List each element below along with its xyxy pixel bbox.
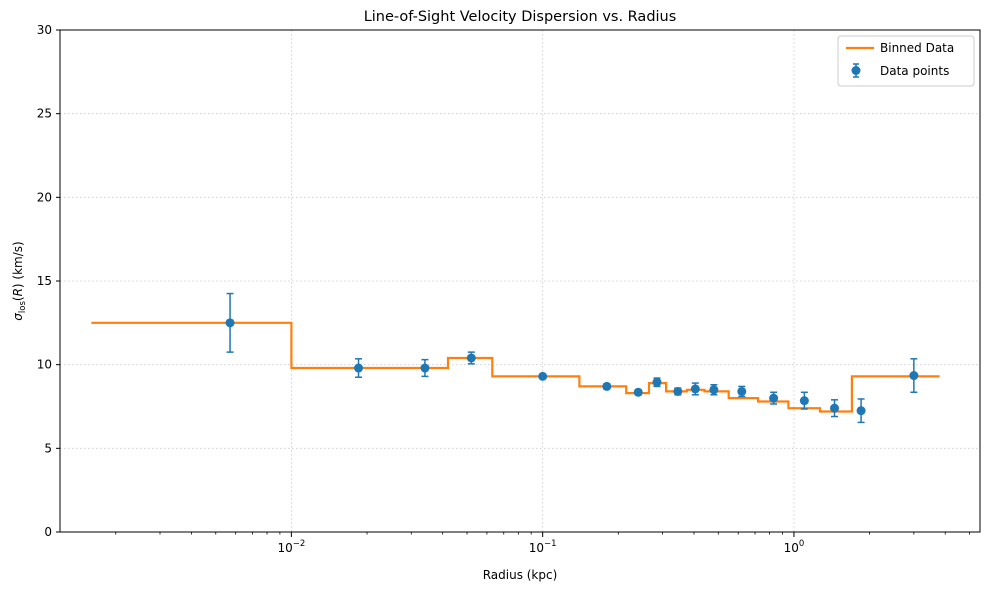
legend-label-binned-data: Binned Data (880, 41, 954, 55)
data-point-8 (673, 386, 683, 396)
data-point-5 (602, 381, 612, 391)
y-axis-label: σlos(R) (km/s) (11, 241, 28, 320)
legend-label-data-points: Data points (880, 64, 949, 78)
data-point-11 (737, 386, 747, 396)
data-point-16 (909, 371, 919, 381)
data-point-12 (769, 393, 779, 403)
y-tick-label-1: 5 (44, 441, 52, 455)
x-tick-label-2: 100 (784, 539, 805, 555)
y-tick-label-0: 0 (44, 525, 52, 539)
y-axis-label-rest: (R) (km/s) (11, 241, 25, 301)
x-tick-label-base-0: 10 (277, 541, 292, 555)
y-axis-label-symbol: σ (11, 313, 25, 321)
y-tick-label-6: 30 (37, 23, 52, 37)
plot-area (91, 292, 940, 424)
y-tick-label-4: 20 (37, 190, 52, 204)
data-point-15 (856, 406, 866, 416)
binned-data-step-line (91, 321, 940, 413)
x-axis-label: Radius (kpc) (483, 568, 558, 582)
data-point-14 (830, 403, 840, 413)
legend: Binned Data Data points (837, 35, 975, 87)
data-point-10 (709, 385, 719, 395)
y-tick-label-2: 10 (37, 358, 52, 372)
data-point-2 (420, 363, 430, 373)
chart-title: Line-of-Sight Velocity Dispersion vs. Ra… (364, 9, 677, 25)
data-point-6 (633, 387, 643, 397)
data-point-4 (538, 371, 548, 381)
x-tick-label-exponent-0: −2 (293, 539, 306, 549)
data-point-7 (652, 377, 662, 387)
x-tick-label-1: 10−1 (529, 539, 557, 555)
data-point-3 (466, 353, 476, 363)
y-tick-label-5: 25 (37, 107, 52, 121)
x-tick-label-exponent-2: 0 (799, 539, 804, 549)
x-tick-label-0: 10−2 (277, 539, 305, 555)
legend-swatch-data-points (851, 66, 861, 75)
data-point-13 (799, 396, 809, 406)
y-tick-label-3: 15 (37, 274, 52, 288)
y-axis-label-subscript: los (18, 301, 28, 314)
x-tick-label-base-1: 10 (529, 541, 544, 555)
x-tick-label-base-2: 10 (784, 541, 799, 555)
data-point-0 (225, 318, 235, 328)
x-tick-label-exponent-1: −1 (544, 539, 557, 549)
data-point-9 (690, 384, 700, 394)
data-point-1 (354, 363, 364, 373)
